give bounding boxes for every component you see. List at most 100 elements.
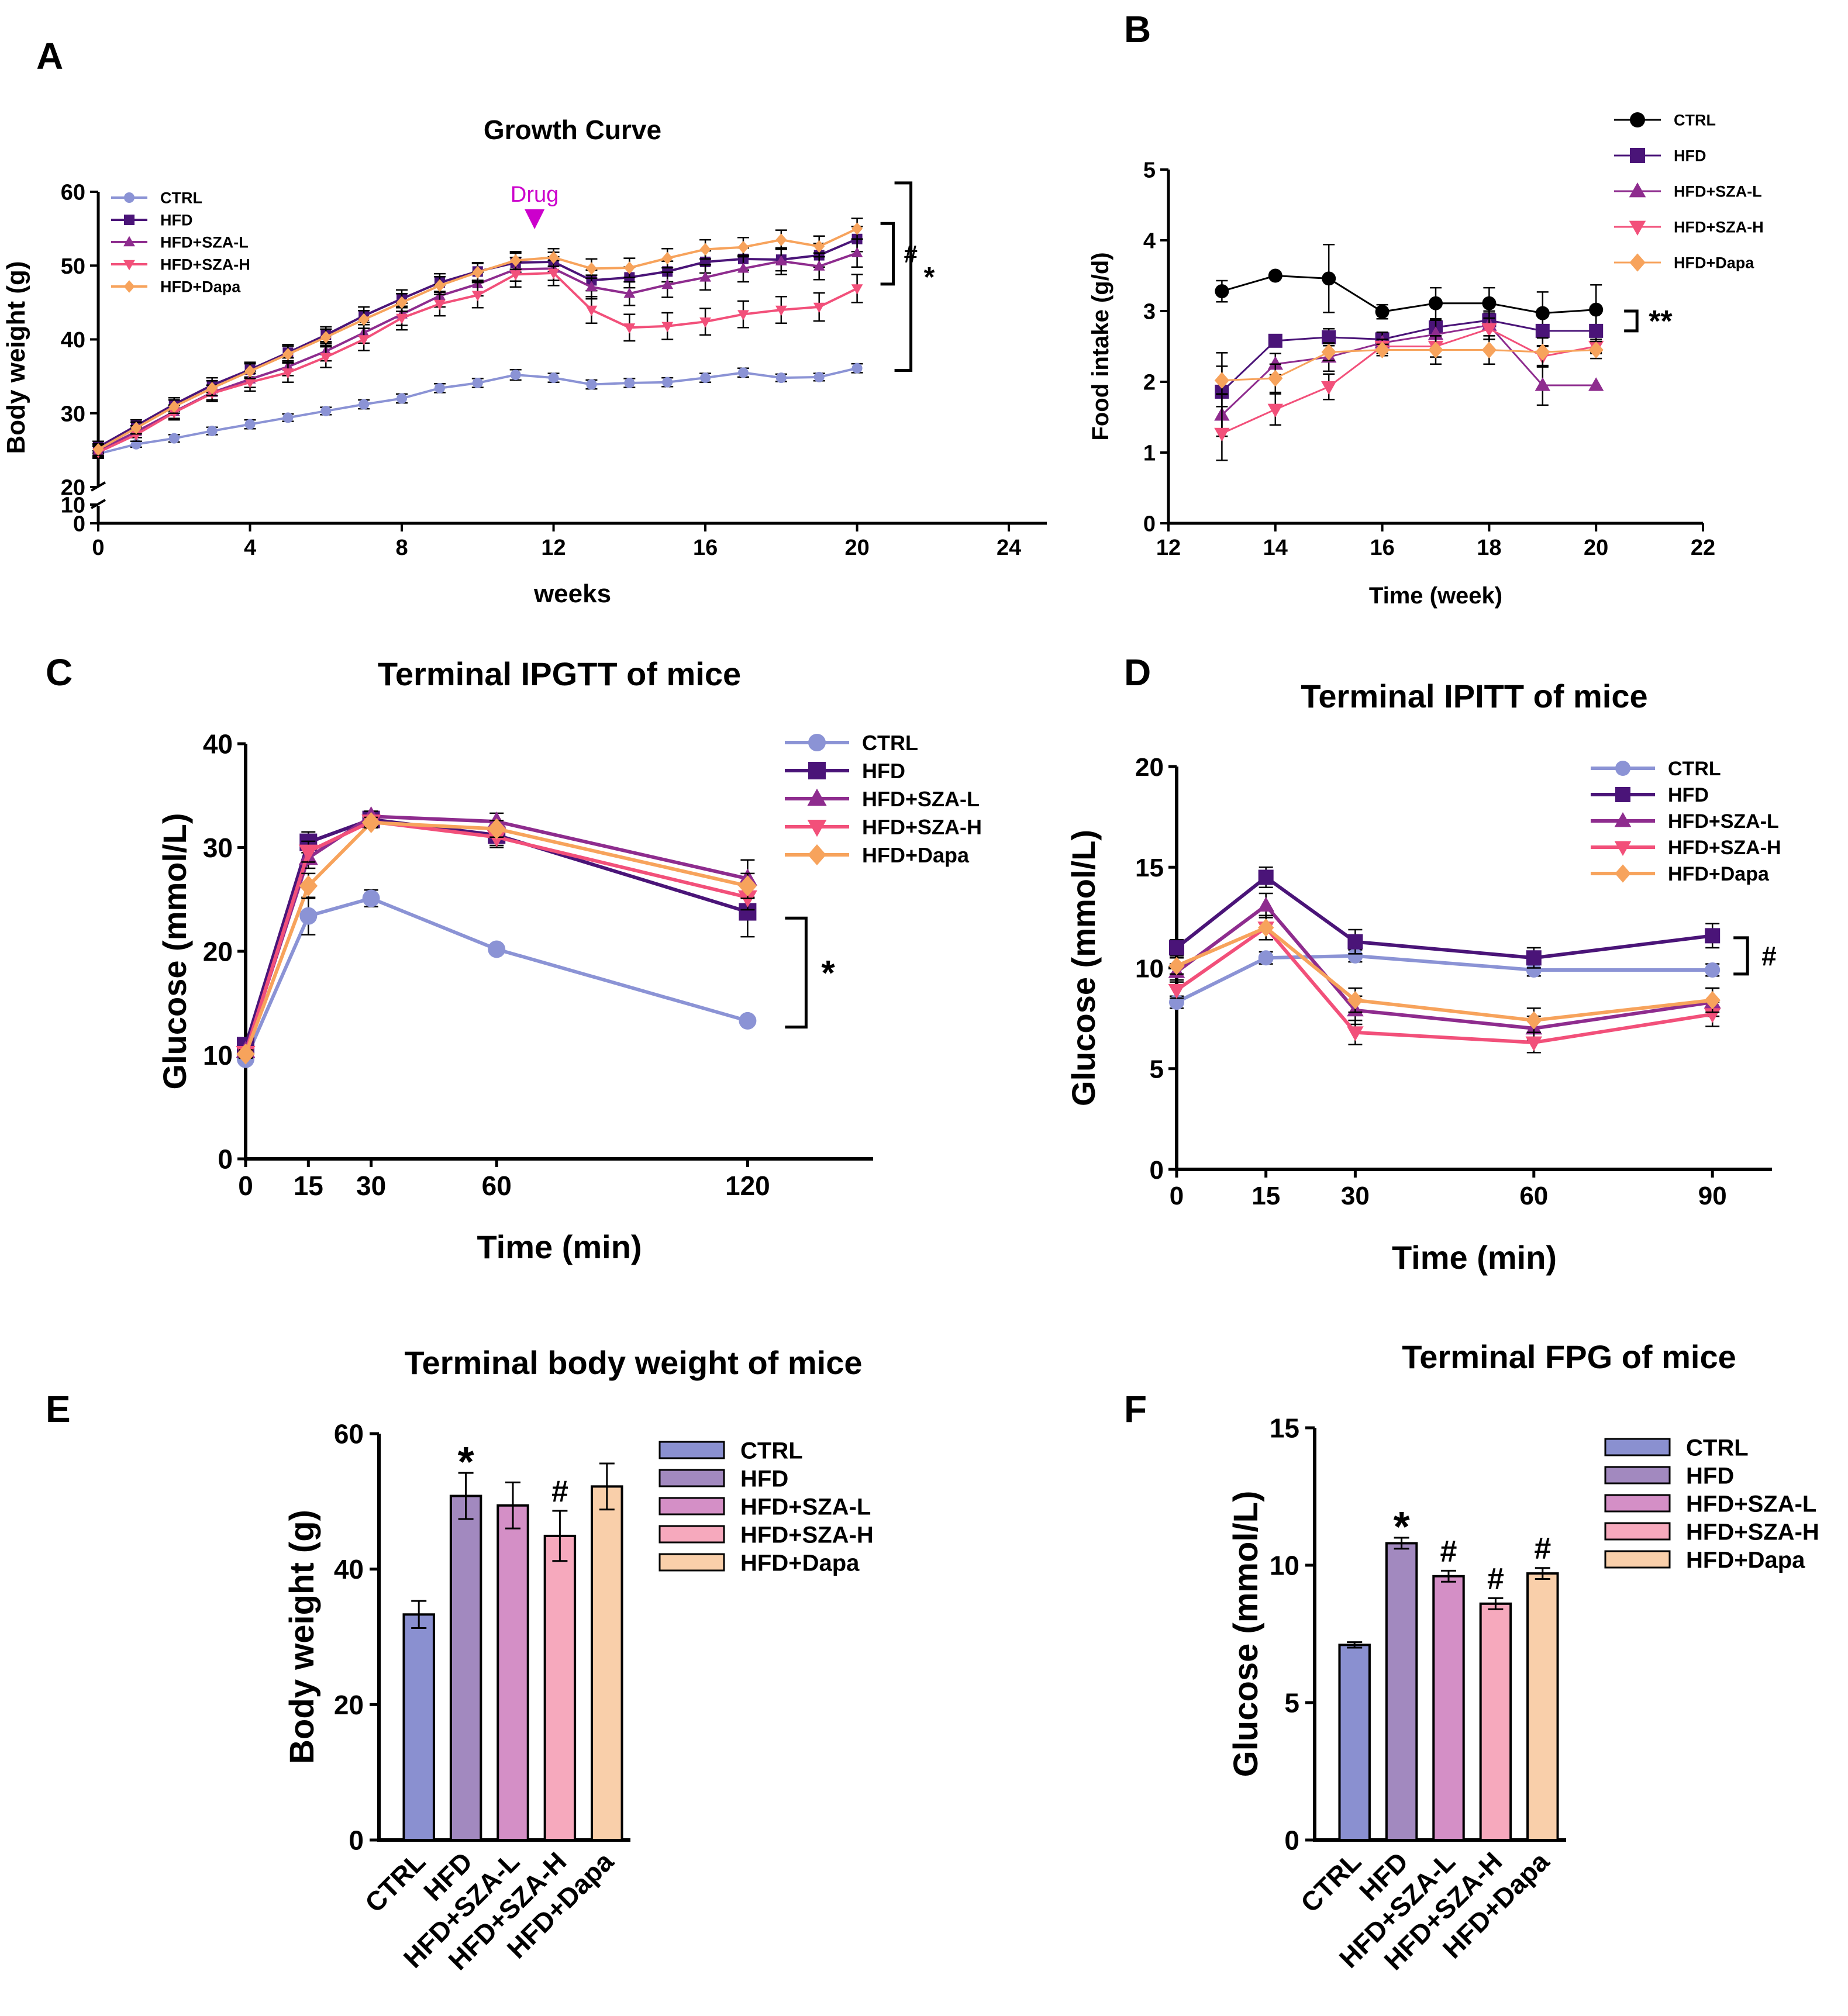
legend-marker (808, 762, 826, 779)
data-point-ctrl (1215, 284, 1229, 299)
legend-label: CTRL (1686, 1435, 1749, 1461)
x-axis-label: Time (min) (477, 1228, 642, 1265)
panel-letter-a: A (36, 35, 63, 77)
bracket-line (1733, 936, 1749, 976)
legend-marker (123, 280, 135, 293)
legend-item-hfd: HFD (1604, 1463, 1734, 1489)
legend-item-ctrl: CTRL (1614, 112, 1716, 129)
legend-item-ctrl: CTRL (1591, 758, 1721, 780)
y-tick-label: 5 (1284, 1688, 1299, 1718)
bar-hfd-sza-l (497, 1504, 529, 1842)
data-point-ctrl (1375, 305, 1390, 319)
legend: CTRL HFD HFD+SZA-L HFD+SZA-H HFD+Dapa (1614, 112, 1764, 272)
chart-c: 0 10 20 30 40 0 15 30 60 120 Terminal IPGTT of mic… (156, 655, 982, 1265)
significance-marker: * (924, 262, 935, 293)
data-point-hfd-dapa (434, 279, 446, 292)
legend-item-hfd-dapa: HFD+Dapa (1614, 253, 1754, 272)
y-axis-label: Food intake (g/d) (1088, 252, 1113, 440)
data-point-hfd-sza-l (1588, 377, 1604, 391)
data-point-hfd-dapa (92, 443, 104, 456)
data-point-ctrl (700, 372, 711, 384)
data-point-hfd-dapa (358, 313, 370, 326)
series-hfd-dapa (236, 812, 757, 1065)
legend-marker (808, 844, 826, 865)
drug-annotation: Drug (511, 182, 558, 229)
legend-label: HFD+Dapa (1668, 863, 1770, 885)
legend-item-hfd-sza-l: HFD+SZA-L (1604, 1491, 1816, 1517)
data-point-hfd (1526, 950, 1542, 966)
data-point-hfd-sza-h (434, 299, 446, 310)
legend-marker (1615, 864, 1631, 883)
data-point-hfd-dapa (396, 296, 408, 309)
legend-label: HFD+Dapa (740, 1550, 860, 1576)
x-tick-label: 30 (356, 1171, 386, 1201)
significance-bracket: * (894, 181, 935, 372)
legend-item-hfd-dapa: HFD+Dapa (111, 278, 241, 296)
data-point-hfd-dapa (1347, 991, 1364, 1010)
chart-title: Terminal IPITT of mice (1301, 678, 1647, 714)
legend-swatch (658, 1553, 725, 1572)
data-point-hfd-dapa (1588, 341, 1604, 358)
bracket-line (1624, 309, 1639, 333)
legend-label: HFD+Dapa (1674, 254, 1754, 272)
legend-label: HFD+SZA-L (160, 234, 249, 251)
legend-marker (1630, 148, 1645, 163)
legend-label: HFD+SZA-H (862, 815, 982, 839)
legend-label: HFD+Dapa (862, 843, 970, 867)
bar-hfd-dapa (591, 1485, 623, 1842)
data-point-hfd-dapa (623, 261, 635, 274)
series-hfd-sza-h (1168, 914, 1721, 1054)
legend-marker (807, 788, 827, 806)
y-tick-label: 0 (349, 1825, 364, 1856)
data-point-hfd-sza-h (1525, 1036, 1543, 1051)
y-axis-label: Glucose (mmol/L) (1065, 830, 1102, 1106)
data-point-hfd-sza-l (813, 260, 825, 271)
y-tick-label: 20 (61, 476, 85, 500)
y-axis-label: Body weight (g) (2, 261, 30, 454)
data-point-hfd-sza-h (396, 313, 408, 325)
data-point-ctrl (244, 419, 256, 430)
x-axis-label: weeks (533, 579, 611, 608)
legend-item-hfd: HFD (1591, 784, 1709, 806)
data-point-hfd-dapa (472, 265, 484, 279)
bar-hfd-sza-h (543, 1534, 577, 1842)
data-point-hfd-sza-h (775, 305, 787, 316)
bar-hfd-dapa (1526, 1572, 1559, 1842)
legend: CTRL HFD HFD+SZA-L HFD+SZA-H HFD+Dapa (111, 189, 250, 296)
data-point-hfd-sza-l (699, 271, 711, 282)
bar-group-hfd: *HFD (1353, 1504, 1418, 1907)
significance-marker: # (551, 1475, 568, 1508)
data-point-hfd-dapa (1375, 341, 1390, 358)
series-line-hfd-dapa (244, 820, 749, 1055)
series-ctrl (237, 889, 757, 1068)
y-axis-label: Body weight (g) (283, 1510, 321, 1764)
y-tick-label: 30 (203, 833, 233, 863)
bar-ctrl (402, 1613, 435, 1841)
data-point-hfd-dapa (775, 233, 787, 246)
data-point-hfd-sza-h (130, 430, 142, 441)
chart-f: 0 5 10 15 Terminal FPG of mice Glucose (mmol/… (1227, 1338, 1819, 1976)
data-point-hfd-sza-h (358, 335, 370, 346)
legend-item-hfd: HFD (785, 759, 905, 783)
legend-swatch (658, 1497, 725, 1516)
data-point-ctrl (739, 1012, 757, 1030)
y-tick-label: 20 (203, 937, 233, 967)
bar-group-ctrl: CTRL (1295, 1641, 1371, 1918)
legend-item-hfd-dapa: HFD+Dapa (785, 843, 970, 867)
legend-swatch (658, 1469, 725, 1487)
data-point-hfd-dapa (236, 1043, 255, 1065)
significance-bracket: ** (1624, 305, 1673, 339)
legend-marker (1615, 787, 1630, 802)
legend-marker (1630, 112, 1645, 127)
panel-letter-e: E (46, 1388, 71, 1430)
legend-item-hfd: HFD (1614, 147, 1706, 165)
panel-letter-b: B (1124, 8, 1151, 50)
y-tick-label: 40 (334, 1554, 364, 1585)
y-tick-label: 2 (1143, 371, 1156, 395)
legend-item-hfd-dapa: HFD+Dapa (658, 1550, 860, 1576)
series-line-hfd (244, 817, 749, 1047)
y-tick-label: 1 (1143, 441, 1156, 466)
chart-title: Terminal IPGTT of mice (378, 655, 741, 692)
data-point-hfd-dapa (361, 812, 381, 833)
legend-label: HFD+SZA-H (740, 1522, 874, 1548)
